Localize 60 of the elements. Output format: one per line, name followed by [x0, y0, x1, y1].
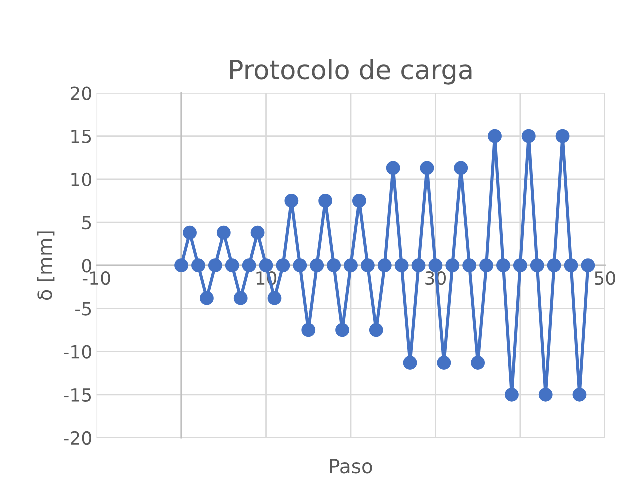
- point: [412, 258, 426, 273]
- point: [581, 258, 596, 273]
- point: [360, 258, 375, 273]
- y-tick-label: 10: [72, 172, 92, 187]
- point: [208, 258, 222, 273]
- point: [174, 258, 188, 273]
- point: [530, 258, 544, 273]
- y-tick-label: 5: [82, 216, 92, 230]
- point: [386, 161, 400, 176]
- point: [183, 226, 197, 240]
- point: [522, 129, 536, 144]
- point: [276, 258, 290, 273]
- y-axis-title: δ [mm]: [37, 232, 55, 300]
- point: [394, 258, 409, 273]
- point: [513, 258, 528, 273]
- y-tick-label: 0: [82, 259, 92, 273]
- point: [327, 258, 341, 273]
- point: [446, 258, 460, 273]
- y-tick-label: -20: [64, 431, 92, 446]
- point: [352, 194, 366, 208]
- point: [302, 323, 316, 338]
- point: [378, 258, 392, 273]
- point: [225, 258, 240, 273]
- point: [505, 388, 519, 402]
- y-tick-label: 15: [72, 130, 92, 144]
- point: [538, 388, 553, 402]
- point: [216, 226, 231, 240]
- y-tick-label: -15: [64, 388, 92, 402]
- point: [369, 323, 384, 338]
- point: [572, 388, 587, 402]
- point: [293, 258, 308, 273]
- point: [480, 258, 494, 273]
- point: [454, 161, 468, 176]
- y-tick-label: 20: [71, 86, 92, 100]
- point: [200, 291, 214, 306]
- point: [403, 356, 418, 370]
- point: [496, 258, 510, 273]
- point: [420, 161, 434, 176]
- x-tick-label: 50: [595, 271, 616, 286]
- point: [250, 226, 265, 240]
- point: [336, 323, 350, 338]
- point: [234, 291, 248, 306]
- y-tick-label: -10: [64, 345, 92, 359]
- x-axis-title: Paso: [330, 459, 372, 474]
- point: [462, 258, 477, 273]
- point: [556, 129, 570, 144]
- point: [488, 129, 502, 144]
- point: [318, 194, 333, 208]
- point: [242, 258, 256, 273]
- point: [547, 258, 562, 273]
- point: [192, 258, 206, 273]
- y-tick-label: -5: [76, 302, 92, 316]
- point: [284, 194, 299, 208]
- point: [344, 258, 358, 273]
- chart-title: Protocolo de carga: [230, 59, 472, 85]
- point: [268, 291, 282, 306]
- point: [437, 356, 452, 370]
- point: [564, 258, 578, 273]
- point: [471, 356, 486, 370]
- point: [310, 258, 324, 273]
